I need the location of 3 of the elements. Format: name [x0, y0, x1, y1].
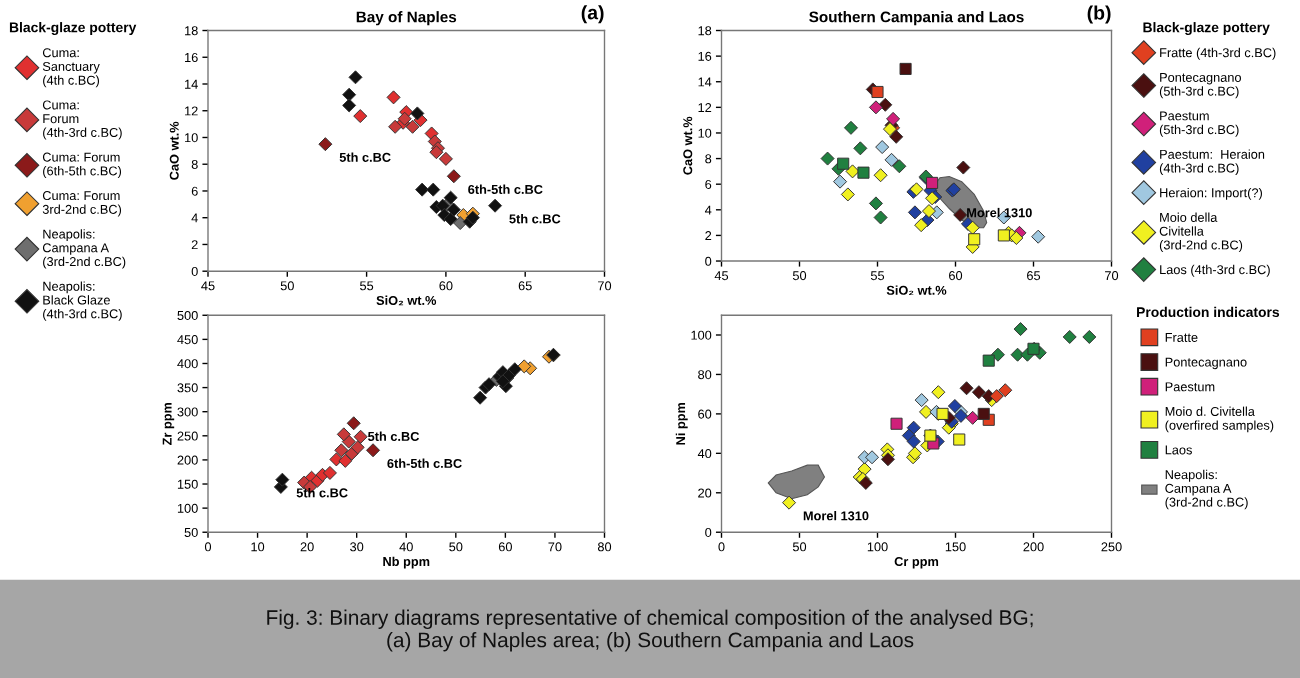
caption: Fig. 3: Binary diagrams representative of chemical composition of the analysed BG; (a) Bay of Naples area; (b) Southern Campania and Laos [267, 609, 1033, 652]
text: (a) [581, 5, 604, 24]
text: (b) [1087, 5, 1111, 24]
